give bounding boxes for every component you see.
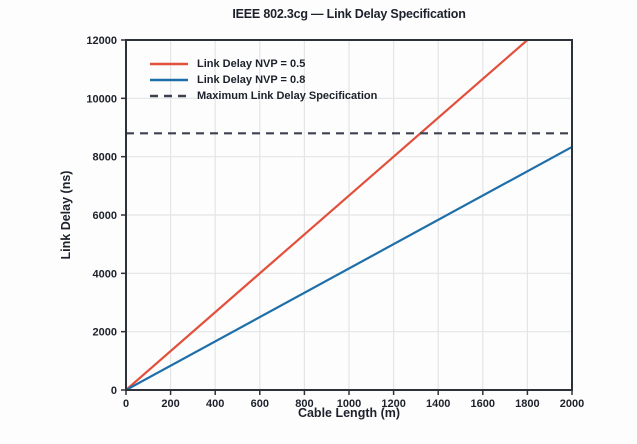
tick-label-x: 1600: [471, 398, 495, 410]
tick-label-x: 2000: [560, 398, 584, 410]
tick-label-x: 1000: [337, 398, 361, 410]
legend-item: Link Delay NVP = 0.8: [150, 72, 377, 88]
legend-item: Maximum Link Delay Specification: [150, 88, 377, 104]
series-line-1: [125, 145, 573, 391]
tick-label-y: 0: [111, 385, 117, 397]
legend-swatch-line: [150, 62, 188, 66]
legend-label: Maximum Link Delay Specification: [197, 90, 378, 102]
legend-item: Link Delay NVP = 0.5: [150, 56, 377, 72]
legend-label: Link Delay NVP = 0.8: [197, 74, 306, 86]
tick-label-x: 400: [206, 398, 224, 410]
plot-frame: [125, 39, 573, 391]
tick-label-x: 1400: [426, 398, 450, 410]
chart-title: IEEE 802.3cg — Link Delay Specification: [232, 7, 466, 21]
tick-label-x: 1200: [381, 398, 405, 410]
tick-label-y: 4000: [93, 268, 117, 280]
tick-label-x: 600: [251, 398, 269, 410]
legend-swatch-dashed-line: [150, 94, 188, 98]
tick-label-y: 12000: [86, 35, 117, 47]
tick-label-x: 1800: [515, 398, 539, 410]
tick-label-y: 6000: [93, 210, 117, 222]
tick-label-y: 2000: [93, 327, 117, 339]
x-axis-label: Cable Length (m): [297, 406, 401, 420]
legend-swatch-line: [150, 78, 188, 82]
series-line-0: [125, 39, 529, 391]
tick-label-x: 800: [295, 398, 313, 410]
tick-label-x: 0: [123, 398, 129, 410]
tick-label-y: 10000: [86, 93, 117, 105]
tick-label-x: 200: [161, 398, 179, 410]
legend-label: Link Delay NVP = 0.5: [197, 58, 306, 70]
tick-label-y: 8000: [93, 152, 117, 164]
legend: Link Delay NVP = 0.5 Link Delay NVP = 0.8…: [150, 56, 377, 104]
